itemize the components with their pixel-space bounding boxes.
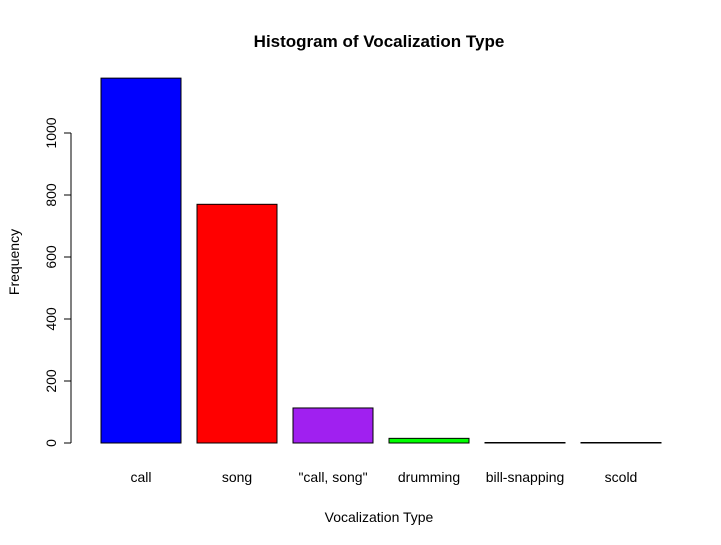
chart-title: Histogram of Vocalization Type bbox=[254, 32, 505, 51]
bar-5 bbox=[580, 442, 662, 444]
y-tick-label-3: 600 bbox=[43, 245, 59, 269]
y-tick-label-4: 800 bbox=[43, 183, 59, 207]
x-tick-label-2: "call, song" bbox=[298, 469, 367, 485]
x-axis-label: Vocalization Type bbox=[325, 509, 434, 525]
y-tick-label-1: 200 bbox=[43, 369, 59, 393]
x-category-labels: call song "call, song" drumming bill-snappin… bbox=[130, 469, 637, 485]
y-axis: 0 200 400 600 800 1000 bbox=[43, 117, 72, 447]
x-tick-label-3: drumming bbox=[398, 469, 460, 485]
bar-4 bbox=[484, 442, 566, 444]
y-tick-label-2: 400 bbox=[43, 307, 59, 331]
x-tick-label-0: call bbox=[130, 469, 151, 485]
bar-3 bbox=[388, 437, 470, 444]
bar-2 bbox=[292, 407, 374, 444]
y-tick-label-0: 0 bbox=[43, 439, 59, 447]
bar-1 bbox=[196, 203, 278, 444]
x-tick-label-4: bill-snapping bbox=[486, 469, 565, 485]
y-tick-label-5: 1000 bbox=[43, 117, 59, 148]
x-tick-label-1: song bbox=[222, 469, 252, 485]
bars-group bbox=[100, 77, 662, 444]
y-axis-label: Frequency bbox=[6, 229, 22, 295]
bar-0 bbox=[100, 77, 182, 444]
x-tick-label-5: scold bbox=[605, 469, 638, 485]
